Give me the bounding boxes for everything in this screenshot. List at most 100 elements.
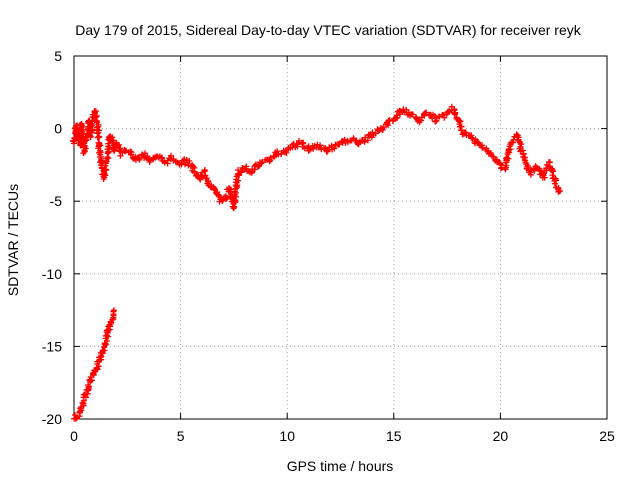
y-tick-label: 0 (54, 121, 62, 137)
data-point-marker (110, 145, 117, 152)
data-point-marker (551, 180, 558, 187)
data-point-marker (517, 147, 524, 154)
data-point-marker (93, 118, 100, 125)
data-point-marker (116, 141, 123, 148)
data-point-marker (203, 175, 210, 182)
data-point-marker (214, 189, 221, 196)
data-point-marker (546, 159, 552, 165)
data-point-marker (110, 308, 117, 315)
x-tick-label: 10 (279, 428, 295, 444)
y-tick-label: 5 (54, 48, 62, 64)
data-point-marker (522, 157, 529, 164)
data-point-marker (384, 120, 391, 127)
data-point-marker (336, 141, 343, 148)
data-point-marker (278, 151, 285, 158)
data-point-marker (158, 155, 165, 162)
data-point-marker (507, 146, 514, 153)
data-point-marker (550, 168, 557, 175)
y-axis-label: SDTVAR / TECUs (5, 184, 21, 296)
data-point-marker (274, 148, 281, 155)
data-point-marker (435, 113, 442, 120)
data-point-marker (418, 117, 425, 124)
data-point-marker (178, 160, 185, 167)
plot-frame (73, 55, 608, 420)
data-point-marker (409, 111, 416, 118)
data-point-marker (518, 141, 525, 147)
x-tick-label: 20 (493, 428, 509, 444)
data-point-marker (432, 118, 439, 125)
data-point-marker (452, 110, 459, 117)
chart-title: Day 179 of 2015, Sidereal Day-to-day VTE… (75, 22, 581, 38)
data-point-marker (453, 114, 460, 121)
data-point-marker (243, 163, 250, 170)
data-point-marker (232, 197, 239, 204)
data-point-marker (146, 159, 153, 165)
data-point-marker (216, 198, 223, 205)
data-point-marker (331, 145, 338, 152)
data-point-marker (557, 188, 564, 194)
data-point-marker (254, 163, 261, 170)
data-point-marker (191, 168, 198, 175)
data-point-marker (85, 383, 92, 390)
data-point-marker (117, 152, 124, 159)
data-point-marker (77, 124, 84, 131)
data-point-marker (144, 153, 151, 160)
data-point-marker (100, 176, 107, 182)
x-tick-label: 5 (177, 428, 185, 444)
data-point-marker (537, 167, 544, 174)
data-point-marker (502, 162, 509, 169)
grid-lines (74, 56, 607, 419)
data-point-marker (102, 172, 109, 179)
data-point-marker (457, 123, 463, 130)
data-point-marker (362, 134, 369, 141)
x-tick-label: 15 (386, 428, 402, 444)
data-point-marker (469, 135, 476, 142)
data-points (70, 103, 564, 422)
data-point-marker (324, 148, 331, 155)
data-point-marker (238, 168, 245, 175)
data-point-marker (105, 155, 112, 162)
data-point-marker (78, 130, 85, 137)
data-point-marker (372, 130, 379, 137)
data-point-marker (251, 166, 258, 173)
data-point-marker (441, 114, 448, 121)
y-tick-label: -5 (50, 193, 63, 209)
data-point-marker (81, 144, 88, 150)
x-tick-labels: 0 5 10 15 20 25 (70, 428, 615, 444)
data-point-marker (369, 129, 376, 136)
data-point-marker (306, 146, 313, 153)
data-point-marker (135, 154, 142, 161)
data-point-marker (136, 156, 143, 163)
data-point-marker (258, 160, 265, 167)
data-point-marker (70, 138, 77, 145)
data-point-marker (310, 145, 317, 152)
data-point-marker (83, 394, 89, 401)
y-tick-labels: -20 -15 -10 -5 0 5 (42, 48, 62, 427)
data-point-marker (87, 133, 94, 140)
data-point-marker (393, 112, 400, 119)
data-point-marker (497, 160, 503, 167)
data-point-marker (341, 136, 348, 143)
data-point-marker (168, 152, 174, 159)
data-point-marker (490, 153, 497, 160)
data-point-marker (72, 415, 79, 422)
data-point-marker (505, 155, 512, 162)
x-tick-label: 25 (599, 428, 615, 444)
data-point-marker (211, 186, 218, 193)
axis-ticks (73, 55, 608, 420)
y-tick-label: -15 (42, 338, 62, 354)
data-point-marker (364, 137, 371, 144)
data-point-marker (234, 182, 241, 189)
data-point-marker (553, 177, 560, 184)
y-tick-label: -20 (42, 411, 62, 427)
x-axis-label: GPS time / hours (287, 458, 394, 474)
data-point-marker (103, 167, 110, 174)
data-point-marker (127, 151, 134, 158)
data-point-marker (379, 127, 386, 133)
data-point-marker (509, 139, 516, 146)
data-point-marker (186, 157, 193, 164)
data-point-marker (94, 134, 101, 141)
data-point-marker (88, 377, 95, 384)
data-point-marker (458, 127, 465, 134)
